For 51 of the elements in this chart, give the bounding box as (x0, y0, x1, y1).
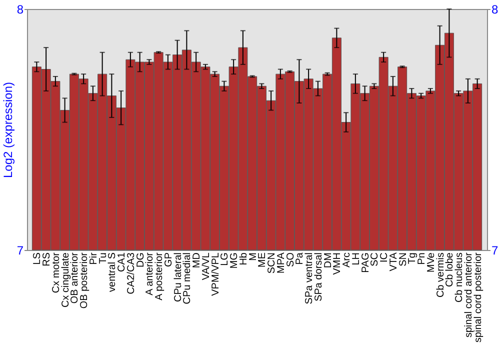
x-tick-label: Tg (407, 252, 418, 264)
y2-tick-label: 8 (492, 2, 498, 16)
x-tick-label: SC (370, 252, 381, 266)
x-tick-label: VTA (388, 252, 400, 272)
x-tick-label: OB anterior (70, 252, 81, 304)
x-tick-label: SO (285, 252, 296, 267)
x-tick-label: CA1 (116, 252, 128, 272)
x-tick-label: VPM/VPL (210, 252, 222, 296)
x-tick-label: LH (350, 252, 362, 266)
x-tick-label: SN (398, 252, 409, 266)
x-tick-label: DM (322, 252, 334, 268)
x-tick-label: ventral S (107, 252, 118, 292)
x-tick-label: MPA (276, 252, 287, 274)
x-tick-label: Cx motor (50, 252, 62, 294)
x-tick-label: A posterior (154, 252, 166, 300)
x-tick-label: CPu medial (182, 252, 194, 304)
x-tick-label: Cx cingulate (60, 252, 72, 308)
x-tick-label: Pa (294, 252, 306, 265)
x-tick-label: CPu lateral (172, 252, 184, 302)
x-tick-label: PAG (360, 252, 372, 273)
x-tick-label: ME (257, 252, 268, 268)
x-tick-label: MVe (426, 252, 437, 273)
x-tick-label: GP (163, 252, 174, 267)
x-tick-label: A anterior (144, 252, 156, 296)
y-axis-title: Log2 (expression) (0, 82, 15, 178)
x-tick-label: RS (42, 252, 53, 266)
x-tick-label: MG (229, 252, 240, 269)
x-tick-label: LG (220, 252, 231, 266)
x-tick-label: MD (192, 252, 203, 268)
y2-tick-label: 7 (492, 244, 498, 258)
x-tick-label: SPa ventral (304, 252, 316, 304)
x-tick-label: SPa dorsal (313, 252, 324, 302)
x-tick-label: CA2/CA3 (126, 252, 137, 294)
x-tick-label: VA/VL (200, 252, 212, 280)
x-tick-label: OB posterior (79, 252, 90, 309)
x-tick-label: Cb lobe (444, 252, 456, 287)
x-tick-label: IC (379, 252, 390, 262)
x-tick-label: Cb vermis (435, 252, 446, 298)
x-tick-label: M (248, 252, 259, 261)
x-tick-label: Pn (416, 252, 428, 265)
x-tick-label: LS (32, 252, 44, 265)
x-tick-label: DG (135, 252, 146, 268)
x-tick-label: Tu (98, 252, 109, 264)
x-tick-label: VMH (332, 252, 344, 275)
x-tick-label: Hb (238, 252, 250, 266)
x-tick-label: Pir (88, 252, 100, 265)
x-tick-label: spinal cord posterior (472, 252, 484, 343)
x-tick-label: spinal cord anterior (463, 252, 474, 338)
x-tick-label: Cb nucleus (454, 252, 466, 303)
x-tick-label: Arc (342, 252, 353, 268)
x-tick-label: SCN (266, 252, 278, 274)
